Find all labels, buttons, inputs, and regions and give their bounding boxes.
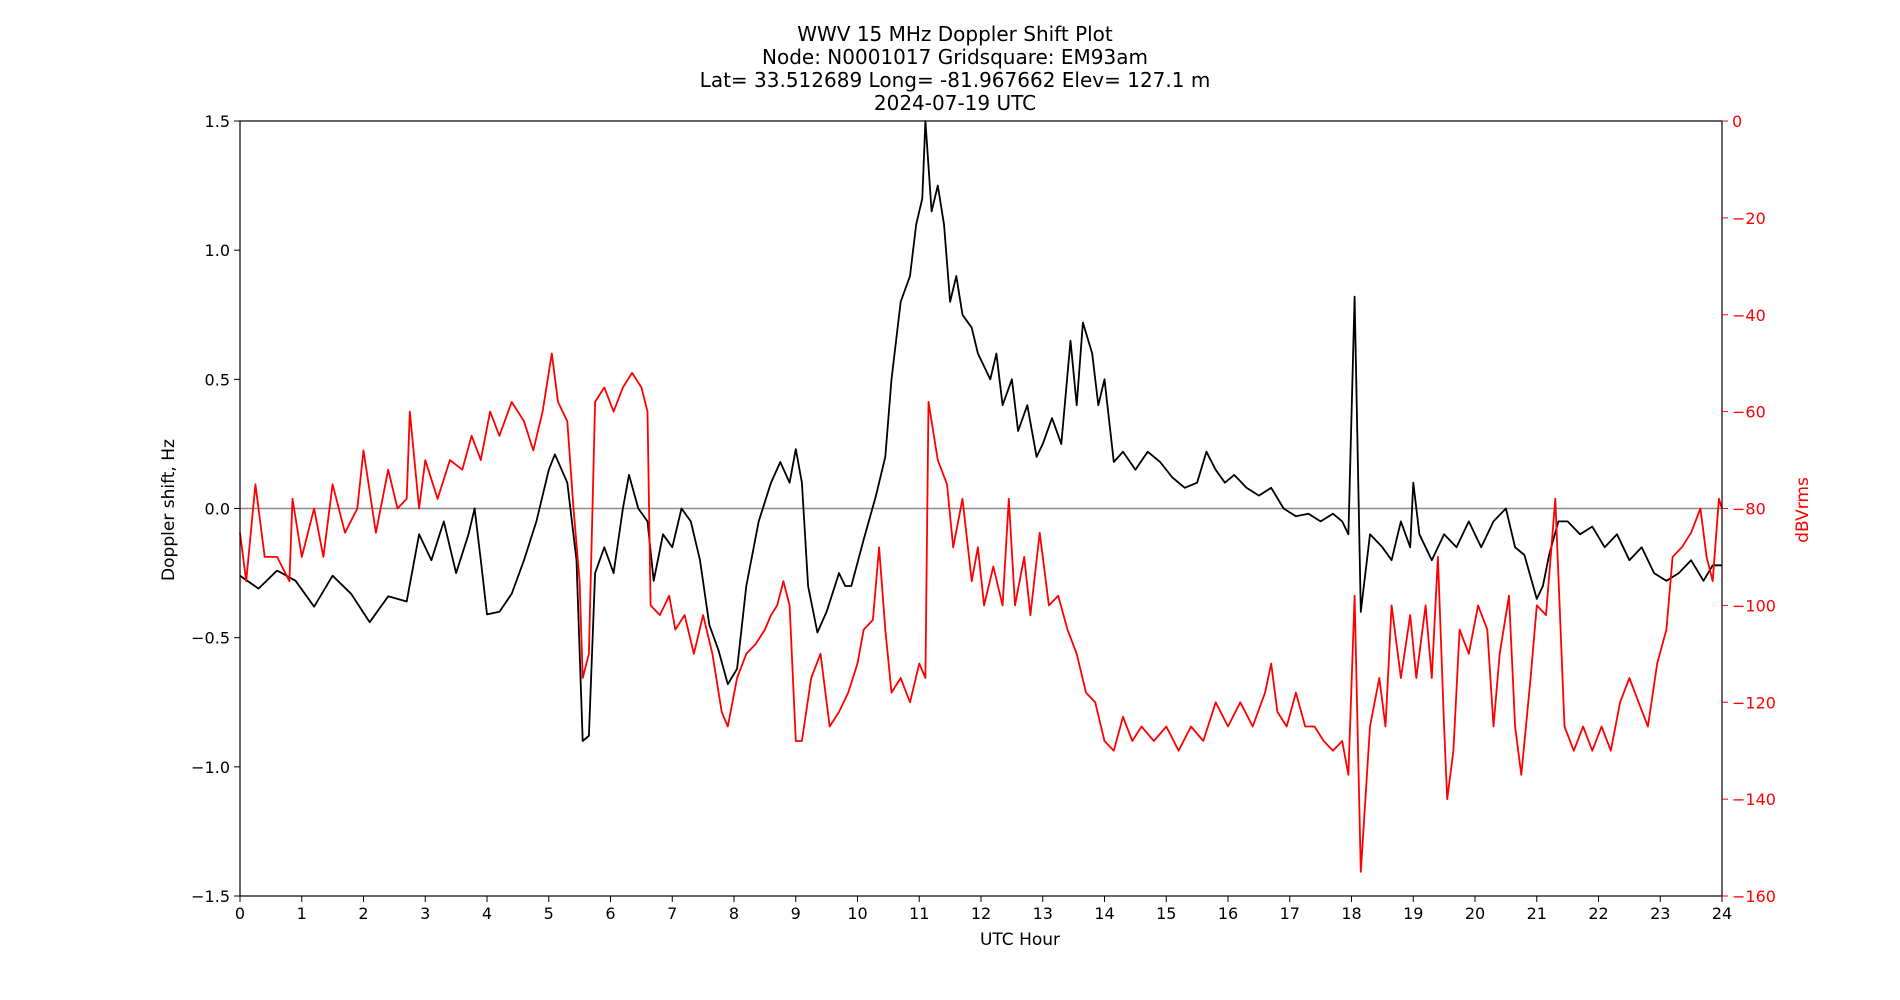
doppler-shift-line bbox=[239, 120, 1722, 742]
x-tick-label: 3 bbox=[420, 904, 430, 923]
y-right-tick-label: 0 bbox=[1732, 112, 1742, 131]
x-tick-label: 6 bbox=[605, 904, 615, 923]
x-tick-label: 18 bbox=[1341, 904, 1361, 923]
y-right-tick-label: −80 bbox=[1732, 500, 1766, 519]
x-tick-label: 13 bbox=[1033, 904, 1053, 923]
y-right-tick-label: −160 bbox=[1732, 887, 1776, 906]
y-right-tick-label: −40 bbox=[1732, 306, 1766, 325]
y-left-tick-label: 1.0 bbox=[205, 241, 230, 260]
x-tick-label: 16 bbox=[1218, 904, 1238, 923]
x-tick-label: 17 bbox=[1280, 904, 1300, 923]
y-left-tick-label: 0.5 bbox=[205, 370, 230, 389]
y-right-tick-label: −60 bbox=[1732, 403, 1766, 422]
x-tick-label: 0 bbox=[235, 904, 245, 923]
x-tick-label: 8 bbox=[729, 904, 739, 923]
title-line-2: Node: N0001017 Gridsquare: EM93am bbox=[762, 45, 1148, 69]
chart-title: WWV 15 MHz Doppler Shift Plot Node: N000… bbox=[700, 22, 1211, 115]
x-tick-label: 2 bbox=[358, 904, 368, 923]
title-line-3: Lat= 33.512689 Long= -81.967662 Elev= 12… bbox=[700, 68, 1211, 92]
y-right-axis-label: dBVrms bbox=[1793, 477, 1813, 543]
x-tick-label: 9 bbox=[791, 904, 801, 923]
y-left-tick-label: 0.0 bbox=[205, 500, 230, 519]
y-left-axis-label: Doppler shift, Hz bbox=[159, 439, 179, 581]
y-right-tick-label: −100 bbox=[1732, 596, 1776, 615]
x-tick-label: 1 bbox=[297, 904, 307, 923]
y-left-tick-label: 1.5 bbox=[205, 112, 230, 131]
x-tick-label: 12 bbox=[971, 904, 991, 923]
x-tick-label: 24 bbox=[1712, 904, 1732, 923]
x-tick-label: 5 bbox=[544, 904, 554, 923]
y-right-tick-label: −120 bbox=[1732, 693, 1776, 712]
x-axis-label: UTC Hour bbox=[980, 930, 1060, 950]
y-right-tick-label: −140 bbox=[1732, 790, 1776, 809]
x-tick-label: 19 bbox=[1403, 904, 1423, 923]
x-tick-label: 14 bbox=[1094, 904, 1114, 923]
title-line-4: 2024-07-19 UTC bbox=[874, 91, 1036, 115]
y-left-tick-label: −1.0 bbox=[191, 758, 230, 777]
x-tick-label: 11 bbox=[909, 904, 929, 923]
x-tick-label: 22 bbox=[1588, 904, 1608, 923]
x-tick-label: 23 bbox=[1650, 904, 1670, 923]
y-right-tick-label: −20 bbox=[1732, 209, 1766, 228]
x-tick-label: 21 bbox=[1527, 904, 1547, 923]
signal-level-line bbox=[239, 352, 1723, 873]
plot-area: 0 1 2 3 4 5 6 7 8 9 10 11 12 13 14 15 16 17 18 19 20 21 22 23 24… bbox=[191, 112, 1776, 923]
y-left-tick-label: −0.5 bbox=[191, 629, 230, 648]
x-tick-label: 4 bbox=[482, 904, 492, 923]
y-left-tick-label: −1.5 bbox=[191, 887, 230, 906]
x-tick-label: 15 bbox=[1156, 904, 1176, 923]
x-tick-label: 10 bbox=[847, 904, 867, 923]
x-tick-label: 20 bbox=[1465, 904, 1485, 923]
title-line-1: WWV 15 MHz Doppler Shift Plot bbox=[797, 22, 1113, 46]
x-tick-label: 7 bbox=[667, 904, 677, 923]
